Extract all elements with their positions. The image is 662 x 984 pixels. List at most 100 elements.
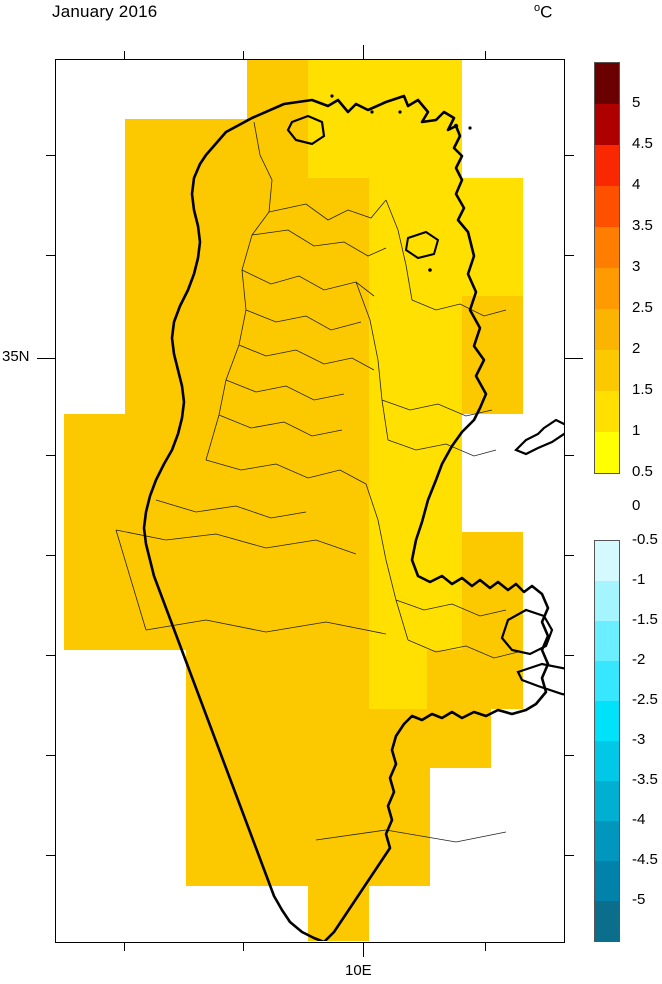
grid-cell <box>369 296 462 355</box>
colorbar-label-cool: -2.5 <box>632 691 658 708</box>
islet-marker-b <box>370 110 374 114</box>
colorbar-label-warm: 4.5 <box>632 135 653 152</box>
units-celsius: C <box>540 2 553 22</box>
djerba-island <box>500 608 554 656</box>
grid-cell <box>308 473 369 532</box>
x-tick-major-bottom <box>363 943 365 957</box>
colorbar-segment <box>595 309 619 350</box>
y-tick-minor <box>46 255 55 257</box>
grid-cell <box>369 355 462 414</box>
x-axis-label: 10E <box>345 962 372 979</box>
y-tick-minor <box>46 555 55 557</box>
grid-cell <box>308 178 369 237</box>
grid-cell <box>369 650 427 709</box>
colorbar-segment <box>595 861 619 901</box>
kerkennah-islands <box>514 418 564 456</box>
boundaries-layer <box>115 94 564 941</box>
colorbar-label-zero: 0 <box>632 497 641 514</box>
grid-cell <box>125 296 308 355</box>
map-panel[interactable] <box>55 59 565 943</box>
colorbar-label-warm: 4 <box>632 176 641 193</box>
colorbar-label-cool: -1.5 <box>632 611 658 628</box>
temperature-grid-cells <box>64 60 523 941</box>
colorbar-label-warm: 2 <box>632 340 641 357</box>
colorbar-cool[interactable] <box>594 540 620 942</box>
y-tick-minor-right <box>565 555 574 557</box>
grid-cell <box>308 355 369 414</box>
grid-cell <box>369 119 430 178</box>
colorbar-label-warm: 5 <box>632 94 641 111</box>
x-tick-minor-bottom <box>124 943 126 951</box>
grid-cell <box>125 119 247 178</box>
y-tick-minor <box>46 755 55 757</box>
islet-marker-d <box>453 123 459 129</box>
national-border <box>142 94 550 941</box>
colorbar-label-cool: -4.5 <box>632 851 658 868</box>
grid-cell <box>186 532 369 591</box>
grid-cell <box>369 591 462 650</box>
y-tick-minor-right <box>565 455 574 457</box>
y-tick-minor <box>46 155 55 157</box>
title: January 2016 <box>52 2 158 21</box>
grid-cell <box>64 414 308 473</box>
grid-cell <box>125 178 308 237</box>
grid-cell <box>369 414 462 473</box>
y-tick-minor-right <box>565 255 574 257</box>
colorbar-segment <box>595 581 619 621</box>
colorbar-label-cool: -2 <box>632 651 646 668</box>
governorate-borders <box>115 121 519 843</box>
zarzis-peninsula <box>516 662 564 696</box>
y-axis-label: 35N <box>2 348 30 365</box>
grid-cell <box>462 591 523 650</box>
colorbar-label-cool: -3 <box>632 731 646 748</box>
x-tick-minor <box>243 51 245 59</box>
grid-cell <box>125 355 308 414</box>
y-tick-minor <box>46 655 55 657</box>
colorbar-segment <box>595 541 619 581</box>
colorbar-label-warm: 0.5 <box>632 463 653 480</box>
islet-marker-e <box>468 126 472 130</box>
grid-cell <box>64 591 186 650</box>
colorbar-segment <box>595 227 619 268</box>
colorbar-label-cool: -1 <box>632 571 646 588</box>
bizerte-lake <box>286 114 326 146</box>
colorbar-label-cool: -4 <box>632 811 646 828</box>
colorbar-label-cool: -3.5 <box>632 771 658 788</box>
islet-marker-c <box>398 110 402 114</box>
y-tick-minor-right <box>565 655 574 657</box>
colorbar-segment <box>595 391 619 432</box>
grid-cell <box>186 827 430 886</box>
colorbar-segment <box>595 621 619 661</box>
grid-cell <box>430 709 491 768</box>
y-tick-minor <box>46 855 55 857</box>
grid-cell <box>462 355 523 414</box>
units-label: oC <box>534 2 552 23</box>
grid-cell <box>247 60 308 119</box>
grid-cell <box>462 178 523 237</box>
colorbar-label-warm: 3.5 <box>632 217 653 234</box>
y-tick-minor-right <box>565 755 574 757</box>
grid-cell <box>308 119 369 178</box>
colorbar-segment <box>595 741 619 781</box>
colorbar-segment <box>595 268 619 309</box>
grid-cell <box>462 532 523 591</box>
colorbar-segment <box>595 104 619 145</box>
grid-cell <box>369 178 462 237</box>
grid-cell <box>308 60 369 119</box>
tunis-lake <box>404 230 440 260</box>
colorbar-segment <box>595 186 619 227</box>
y-tick-major-right <box>565 358 583 360</box>
y-tick-minor-right <box>565 155 574 157</box>
grid-cell <box>308 414 369 473</box>
colorbar-warm[interactable] <box>594 62 620 474</box>
x-tick-major <box>363 45 365 59</box>
x-tick-minor <box>485 51 487 59</box>
colorbar-segment <box>595 661 619 701</box>
colorbar-label-warm: 3 <box>632 258 641 275</box>
colorbar-segment <box>595 781 619 821</box>
islet-marker-g <box>428 268 432 272</box>
colorbar-label-warm: 1.5 <box>632 381 653 398</box>
colorbar-segment <box>595 821 619 861</box>
map-canvas <box>64 60 564 941</box>
colorbar-label-cool: -5 <box>632 891 646 908</box>
